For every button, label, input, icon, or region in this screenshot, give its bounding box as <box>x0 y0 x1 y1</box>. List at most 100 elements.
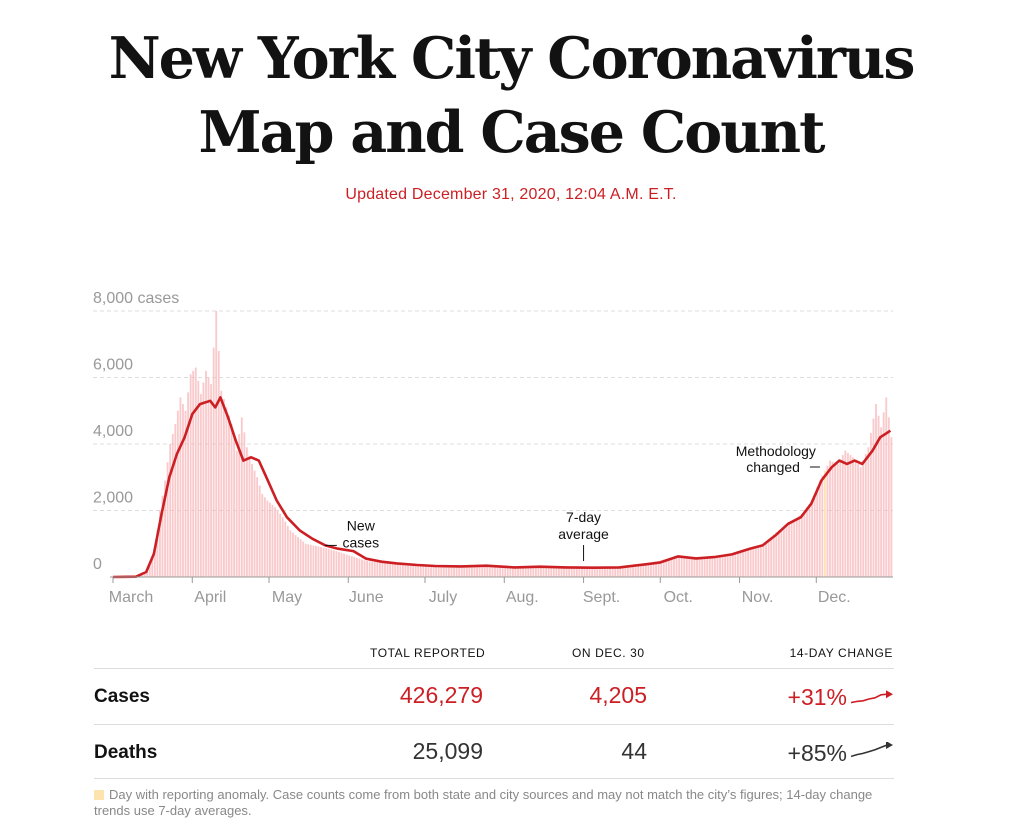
case-bar <box>199 394 202 578</box>
case-bar <box>793 519 796 577</box>
case-bar <box>742 550 744 578</box>
case-bar <box>652 562 655 577</box>
case-bar <box>343 553 345 577</box>
case-bar <box>317 546 320 577</box>
case-bar <box>639 564 642 577</box>
case-bar <box>839 459 842 577</box>
case-bar <box>690 557 693 577</box>
case-bar <box>563 566 565 577</box>
case-bar <box>274 507 276 577</box>
updated-timestamp: Updated December 31, 2020, 12:04 A.M. E.… <box>345 186 677 203</box>
case-bar <box>511 566 514 577</box>
case-bar <box>483 565 486 577</box>
case-bar <box>836 463 839 577</box>
case-bar <box>496 566 499 577</box>
case-bar <box>425 565 427 577</box>
case-bar <box>882 412 885 577</box>
case-bar <box>322 547 325 577</box>
case-bar <box>724 555 727 577</box>
trend-arrowhead <box>886 690 893 699</box>
x-tick-label: May <box>272 589 302 606</box>
case-bar <box>276 510 279 577</box>
case-bar <box>765 541 767 577</box>
case-bar <box>381 563 384 577</box>
case-bar <box>752 547 755 577</box>
annotation-text: 7-day <box>566 509 601 525</box>
case-bar <box>338 551 340 577</box>
case-bar <box>401 564 404 577</box>
case-bar <box>448 566 450 577</box>
case-bar <box>279 513 282 577</box>
case-bar <box>473 566 476 577</box>
page-title: New York City Coronavirus Map and Case C… <box>0 22 1022 170</box>
case-bar <box>504 566 507 577</box>
case-bar <box>734 553 737 577</box>
case-bar <box>488 565 491 577</box>
table-rule-top <box>94 668 894 669</box>
case-bar <box>222 399 225 577</box>
case-bar <box>726 554 729 577</box>
case-bar <box>368 561 371 577</box>
case-bar <box>675 556 678 577</box>
y-axis-labels: 8,000 cases 6,000 4,000 2,000 0 <box>93 290 179 573</box>
trend-arrowhead <box>886 742 893 749</box>
case-bar <box>340 552 343 577</box>
case-bar <box>575 567 578 577</box>
case-bar <box>235 450 238 577</box>
case-bar <box>529 566 532 577</box>
case-bar <box>481 565 484 577</box>
case-bar <box>442 566 445 577</box>
case-bar <box>304 543 307 577</box>
case-bar <box>327 548 330 577</box>
case-bar <box>463 566 466 577</box>
cases-trend-arrow-icon <box>851 690 893 704</box>
x-tick-label: July <box>429 589 457 606</box>
row-label-deaths: Deaths <box>94 742 158 763</box>
case-bar <box>780 528 783 577</box>
x-tick-label: Nov. <box>742 589 774 606</box>
case-bar <box>522 566 525 577</box>
case-bar <box>859 467 862 577</box>
case-bar <box>527 566 530 577</box>
row-label-cases: Cases <box>94 686 150 707</box>
case-bar <box>772 534 775 577</box>
case-bar <box>417 565 420 577</box>
case-bar <box>261 493 264 578</box>
cases-on-day: 4,205 <box>589 682 647 708</box>
case-bar <box>831 461 834 577</box>
case-bar <box>176 410 179 577</box>
case-bar <box>141 574 143 577</box>
case-bar <box>604 567 606 577</box>
case-bar <box>432 565 435 577</box>
case-bar <box>205 370 207 577</box>
case-bar <box>547 566 550 577</box>
x-tick-label: Oct. <box>664 589 693 606</box>
case-bar <box>875 404 877 577</box>
x-tick-label: Aug. <box>506 589 539 606</box>
case-bar <box>358 558 361 577</box>
case-bar <box>716 556 719 577</box>
case-bar <box>179 397 182 577</box>
case-bar <box>143 573 146 577</box>
trend-line <box>851 693 888 704</box>
case-bar <box>813 493 816 578</box>
case-bar <box>877 415 880 577</box>
case-bar <box>540 566 542 577</box>
case-bar <box>760 544 762 577</box>
case-bar <box>737 552 739 577</box>
case-bar <box>450 566 453 577</box>
case-bar <box>453 566 455 577</box>
case-bar <box>437 566 440 577</box>
case-bar <box>494 566 496 577</box>
case-bar <box>409 565 412 577</box>
case-bar <box>642 564 645 577</box>
case-bar <box>228 415 230 577</box>
case-bar <box>614 567 617 577</box>
case-bar <box>667 558 670 577</box>
annotation-text: Methodology <box>736 443 816 459</box>
case-bar <box>435 566 438 577</box>
case-bar <box>376 562 379 577</box>
anomaly-bar <box>823 470 826 577</box>
case-bar <box>297 537 299 577</box>
case-bar <box>491 565 494 577</box>
